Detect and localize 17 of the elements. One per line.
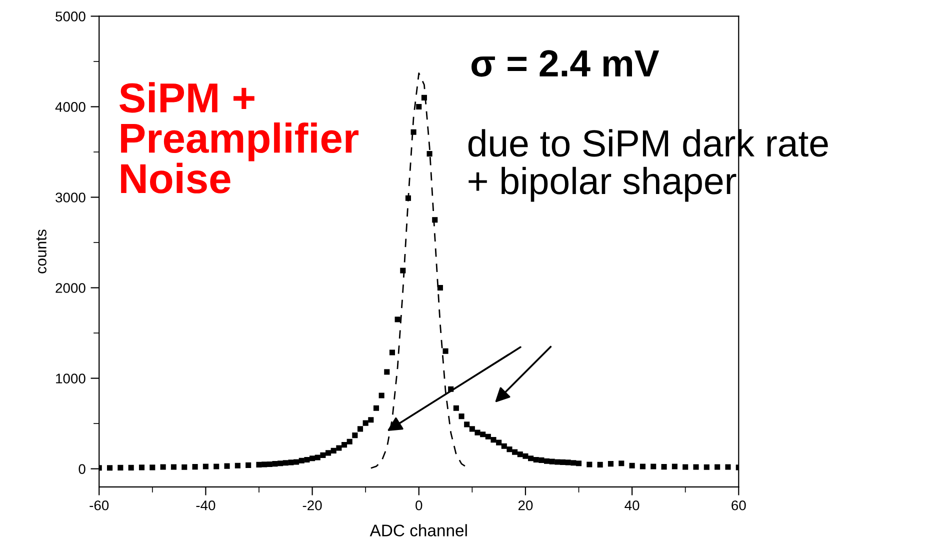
y-tick-label: 1000: [56, 374, 86, 384]
x-tick-label: 20: [518, 500, 533, 510]
y-tick-label: 2000: [56, 283, 86, 293]
y-tick-label: 0: [78, 464, 86, 474]
y-tick-label: 4000: [55, 102, 86, 112]
annotation: σ = 2.4 mV: [472, 50, 660, 77]
x-tick-label: -60: [90, 500, 109, 510]
x-tick-label: -20: [302, 500, 322, 510]
x-tick-label: -40: [196, 500, 216, 510]
y-axis-title: counts: [36, 230, 46, 274]
x-axis-title: ADC channel: [370, 524, 467, 536]
y-tick-label: 5000: [56, 12, 86, 22]
y-tick-label: 3000: [56, 192, 86, 202]
annotation: SiPM + Preamplifier Noise: [119, 82, 359, 194]
x-tick-label: 40: [624, 500, 640, 510]
x-tick-label: 60: [732, 500, 746, 510]
x-tick-label: 0: [416, 500, 422, 510]
